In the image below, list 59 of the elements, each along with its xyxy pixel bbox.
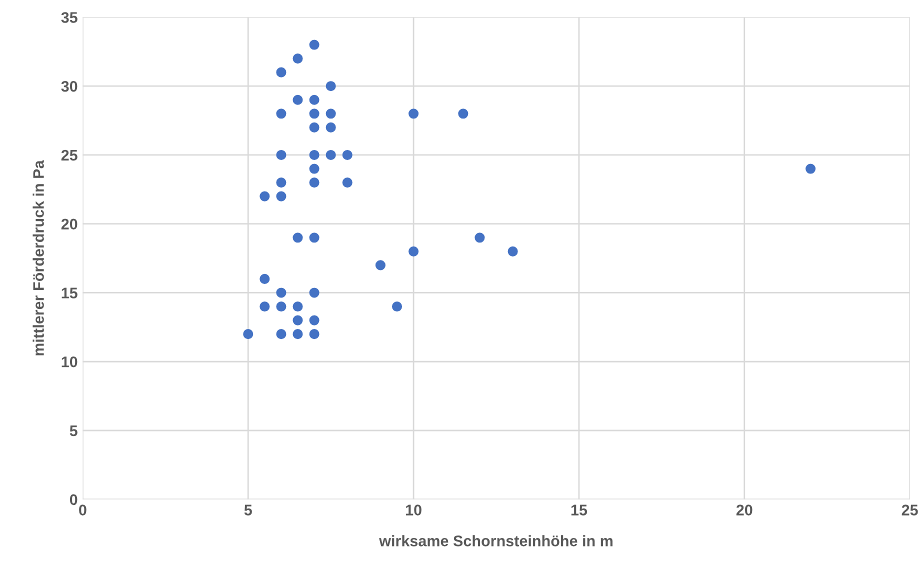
- point: [309, 122, 320, 132]
- point: [260, 274, 270, 284]
- y-tick-label: 5: [70, 426, 78, 436]
- point: [309, 315, 320, 326]
- x-tick-label: 10: [406, 504, 422, 516]
- x-tick-label: 25: [902, 504, 918, 516]
- y-tick-label: 10: [62, 356, 78, 368]
- x-axis-title: wirksame Schornsteinhöhe in m: [379, 535, 612, 546]
- point: [309, 164, 320, 174]
- point: [375, 260, 386, 270]
- point: [342, 150, 352, 160]
- point: [243, 329, 254, 340]
- point: [292, 54, 303, 64]
- x-tick-label: 15: [571, 504, 588, 516]
- point: [326, 81, 336, 92]
- point: [292, 232, 303, 243]
- y-tick-label: 25: [61, 150, 78, 161]
- point: [342, 178, 352, 188]
- point: [309, 288, 320, 298]
- point: [508, 246, 518, 256]
- point: [276, 301, 286, 312]
- y-tick-label: 0: [70, 494, 78, 506]
- y-tick-label: 20: [61, 218, 78, 230]
- point: [260, 191, 270, 202]
- point: [276, 288, 286, 298]
- point: [309, 40, 320, 50]
- y-tick-label: 35: [61, 12, 78, 23]
- point: [276, 329, 286, 340]
- point: [408, 246, 419, 256]
- point: [276, 67, 286, 78]
- point: [326, 108, 336, 119]
- point: [309, 150, 320, 160]
- point: [276, 150, 286, 160]
- point: [309, 108, 320, 119]
- y-tick-label: 15: [62, 288, 78, 298]
- point: [276, 108, 286, 119]
- x-tick-label: 0: [79, 504, 86, 516]
- point: [309, 178, 320, 188]
- point: [292, 315, 303, 326]
- point: [408, 108, 419, 119]
- point: [474, 232, 485, 243]
- point: [309, 94, 320, 105]
- point: [276, 191, 286, 202]
- point: [309, 232, 320, 243]
- point: [276, 178, 286, 188]
- point: [292, 329, 303, 340]
- point: [392, 301, 402, 312]
- point: [326, 150, 336, 160]
- point: [806, 164, 816, 174]
- y-axis-title: mittlerer Förderdruck in Pa: [32, 160, 44, 356]
- point: [292, 301, 303, 312]
- x-tick-label: 5: [244, 504, 252, 516]
- x-tick-label: 20: [736, 504, 752, 516]
- y-tick-label: 30: [61, 80, 78, 92]
- point: [326, 122, 336, 132]
- point: [260, 301, 270, 312]
- point: [309, 329, 320, 340]
- point: [458, 108, 468, 119]
- point: [292, 94, 303, 105]
